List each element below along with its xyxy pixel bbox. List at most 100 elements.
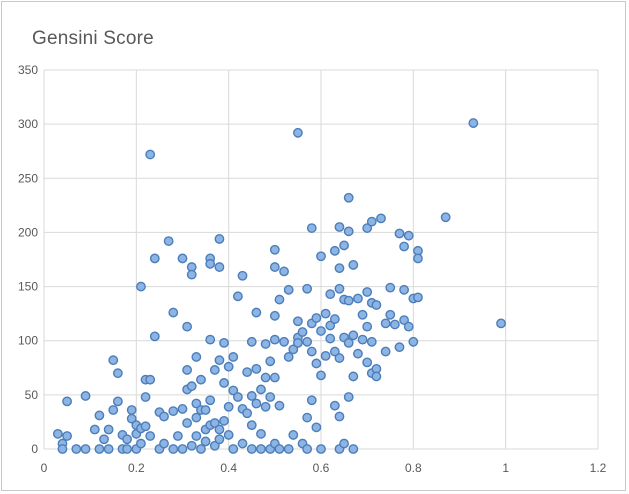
data-point — [366, 216, 377, 227]
data-point — [256, 428, 266, 439]
data-point — [251, 398, 262, 409]
data-point — [103, 424, 114, 435]
data-point — [168, 406, 179, 416]
data-point — [246, 444, 257, 454]
data-point — [348, 260, 359, 270]
data-point — [186, 381, 197, 392]
data-point — [89, 424, 100, 435]
data-point — [302, 412, 313, 423]
data-point — [353, 348, 363, 359]
data-point — [399, 315, 409, 326]
x-axis-tick-labels: 0 0.2 0.4 0.6 0.8 1 1.2 — [41, 461, 607, 475]
data-point — [334, 411, 345, 422]
data-point — [394, 342, 405, 353]
data-point — [214, 234, 225, 244]
data-point — [371, 371, 382, 382]
data-point — [293, 316, 303, 327]
data-point — [214, 355, 225, 366]
data-point — [223, 401, 234, 412]
data-point — [246, 391, 257, 401]
data-point — [251, 307, 262, 318]
data-point — [57, 444, 68, 454]
data-point — [274, 444, 285, 454]
data-point — [168, 307, 179, 318]
data-point — [256, 444, 266, 454]
data-point — [214, 434, 225, 445]
data-point — [343, 392, 354, 402]
data-point — [283, 444, 294, 454]
data-point — [389, 319, 400, 330]
y-tick-label: 100 — [18, 334, 38, 348]
x-tick-label: 1 — [502, 461, 509, 475]
data-point — [380, 318, 391, 329]
x-tick-label: 0.6 — [313, 461, 330, 475]
data-point — [325, 320, 336, 331]
data-point — [366, 336, 377, 347]
data-point — [191, 398, 202, 409]
data-point — [214, 424, 225, 435]
data-point — [334, 222, 345, 232]
data-point — [237, 270, 248, 281]
data-point — [209, 440, 220, 451]
data-point — [306, 346, 317, 357]
data-point — [293, 127, 303, 138]
data-point — [191, 431, 202, 441]
y-tick-label: 150 — [18, 280, 38, 294]
data-point — [311, 358, 322, 369]
data-point — [163, 236, 174, 246]
data-point — [177, 404, 188, 414]
data-point — [62, 396, 72, 407]
data-point — [228, 352, 239, 362]
data-point — [348, 371, 359, 382]
data-point — [149, 253, 160, 264]
y-tick-label: 200 — [18, 225, 38, 239]
data-point — [362, 287, 373, 297]
data-point — [159, 438, 169, 449]
data-point — [108, 405, 119, 415]
data-point — [232, 291, 243, 302]
data-point — [329, 314, 340, 324]
data-point — [325, 289, 336, 300]
data-point — [205, 334, 216, 345]
data-point — [468, 118, 479, 128]
x-tick-label: 0.8 — [405, 461, 422, 475]
data-point — [256, 384, 266, 395]
data-point — [140, 421, 151, 432]
data-point — [316, 251, 326, 262]
data-point — [182, 418, 193, 428]
data-point — [496, 318, 506, 329]
data-point — [52, 428, 63, 439]
data-point — [269, 310, 280, 321]
data-point — [408, 336, 419, 347]
y-tick-label: 300 — [18, 117, 38, 131]
y-tick-label: 250 — [18, 171, 38, 185]
x-tick-label: 0.4 — [220, 461, 237, 475]
data-point — [362, 223, 373, 233]
x-tick-label: 1.2 — [590, 461, 607, 475]
data-point — [242, 367, 253, 378]
data-point — [186, 269, 197, 280]
data-point — [108, 355, 119, 366]
data-point — [399, 241, 409, 252]
data-point — [440, 212, 451, 223]
data-point — [71, 444, 82, 454]
data-point — [260, 339, 271, 349]
data-point — [274, 400, 285, 411]
data-point — [353, 293, 363, 304]
data-point — [209, 365, 220, 375]
data-point — [348, 330, 359, 341]
data-point — [329, 245, 340, 256]
data-point — [265, 392, 276, 402]
data-point — [302, 336, 313, 347]
data-point — [182, 321, 193, 332]
data-point — [182, 365, 193, 375]
data-point — [385, 282, 396, 293]
data-point — [145, 431, 156, 441]
data-point — [260, 401, 271, 412]
data-point — [283, 352, 294, 362]
data-point — [316, 444, 326, 454]
data-point — [140, 392, 151, 402]
data-point — [371, 300, 382, 310]
